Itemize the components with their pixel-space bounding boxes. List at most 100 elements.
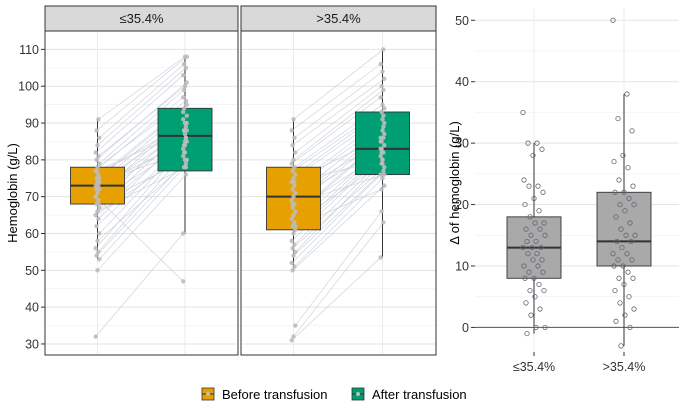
x-axis-delta: ≤35.4% >35.4% (513, 352, 645, 374)
delta-point (534, 251, 540, 257)
point-before (289, 161, 294, 166)
point-before (292, 135, 297, 140)
point-before (293, 227, 298, 233)
point-after (182, 54, 188, 59)
y-tick-label: 90 (25, 117, 39, 131)
point-after (181, 87, 187, 93)
delta-point (626, 294, 632, 300)
delta-point (522, 201, 528, 208)
legend-key-before-dot (206, 392, 210, 396)
delta-point (526, 183, 532, 189)
delta-point (534, 140, 540, 146)
x-tick-label: ≤35.4% (513, 360, 555, 374)
delta-point (526, 269, 532, 275)
delta-point (623, 232, 629, 238)
paired-line (98, 85, 186, 157)
paired-line (294, 178, 383, 267)
delta-point (620, 263, 626, 269)
point-before (97, 179, 102, 185)
point-after (381, 124, 386, 129)
delta-point (523, 226, 529, 232)
point-before (96, 172, 101, 177)
point-after (183, 161, 189, 166)
point-before (94, 168, 99, 174)
point-after (381, 87, 386, 93)
point-after (181, 150, 187, 155)
point-after (381, 220, 386, 225)
delta-point (614, 238, 620, 245)
point-after (378, 153, 383, 159)
point-before (293, 323, 298, 328)
point-before (293, 150, 298, 155)
point-after (382, 106, 387, 111)
point-after (381, 47, 386, 52)
point-after (182, 157, 188, 163)
point-after (181, 61, 187, 67)
point-before (93, 150, 98, 155)
delta-point (624, 251, 630, 257)
point-after (382, 142, 387, 148)
point-after (181, 279, 186, 284)
point-after (379, 150, 384, 155)
delta-point (625, 165, 631, 171)
point-before (291, 212, 296, 218)
delta-point (528, 232, 534, 238)
point-after (382, 183, 387, 188)
paired-line (98, 56, 186, 120)
delta-point (542, 232, 548, 238)
delta-point (520, 109, 526, 116)
point-after (382, 76, 387, 82)
delta-point (540, 189, 546, 195)
delta-point (535, 263, 541, 269)
y-tick-label: 50 (25, 264, 39, 278)
legend: Before transfusion After transfusion (201, 387, 467, 402)
point-before (94, 157, 99, 163)
y-tick-label: 0 (462, 321, 469, 335)
point-before (97, 257, 102, 262)
delta-point (538, 244, 544, 251)
delta-point (631, 306, 637, 312)
point-before (290, 268, 295, 273)
point-before (97, 161, 102, 166)
delta-point (536, 281, 542, 288)
delta-point (620, 152, 626, 159)
point-after (184, 128, 189, 133)
point-before (289, 216, 294, 221)
point-before (97, 231, 102, 236)
point-before (97, 135, 102, 140)
point-after (182, 142, 188, 148)
delta-point (626, 195, 632, 202)
legend-item-before: Before transfusion (201, 387, 328, 402)
paired-line (295, 211, 382, 326)
facet-panel-low: ≤35.4% (44, 5, 239, 356)
delta-point (523, 300, 529, 306)
paired-line (99, 89, 185, 164)
delta-point (530, 152, 536, 159)
paired-line (291, 257, 381, 341)
delta-point (521, 177, 527, 183)
data-points (289, 47, 387, 343)
point-before (96, 198, 101, 203)
delta-point (611, 158, 617, 165)
point-before (96, 117, 101, 122)
point-before (290, 201, 295, 207)
delta-point (610, 251, 616, 257)
point-after (181, 117, 186, 122)
point-before (290, 168, 295, 174)
delta-point (541, 287, 547, 294)
point-before (290, 205, 295, 210)
point-after (182, 139, 188, 144)
delta-point (629, 257, 635, 263)
point-after (182, 120, 188, 126)
point-after (379, 139, 384, 144)
delta-point (527, 214, 533, 220)
delta-point (533, 324, 539, 331)
point-after (181, 106, 187, 111)
point-after (380, 69, 385, 74)
point-before (95, 268, 100, 273)
paired-line (99, 63, 185, 139)
point-before (292, 165, 297, 170)
delta-point (615, 257, 621, 263)
paired-line (97, 163, 187, 242)
delta-point (627, 220, 633, 226)
